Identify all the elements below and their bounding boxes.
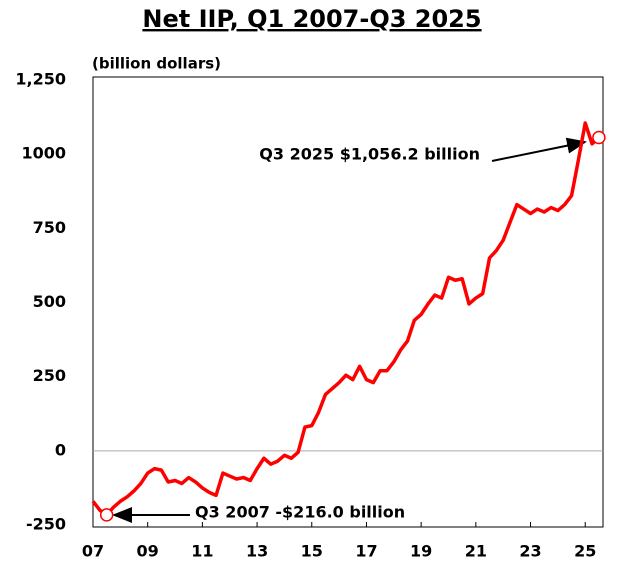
x-tick-label: 15	[301, 542, 323, 561]
x-tick-label: 23	[519, 542, 541, 561]
x-tick-label: 21	[465, 542, 487, 561]
y-tick-label: -250	[26, 515, 66, 534]
x-tick-label: 25	[574, 542, 596, 561]
x-tick-label: 09	[137, 542, 159, 561]
x-tick-label: 17	[355, 542, 377, 561]
annotation-arrow	[491, 137, 587, 162]
y-tick-label: 750	[33, 218, 66, 237]
y-tick-label: 0	[55, 440, 66, 459]
annotation: Q3 2007 -$216.0 billion	[195, 503, 405, 522]
y-tick-label: 500	[33, 292, 66, 311]
y-tick-label: 250	[33, 366, 66, 385]
y-tick-label: 1,250	[15, 70, 66, 89]
annotation: Q3 2025 $1,056.2 billion	[259, 145, 480, 164]
x-tick-label: 07	[82, 542, 104, 561]
x-tick-label: 11	[191, 542, 213, 561]
data-line	[91, 121, 601, 517]
plot-frame	[92, 76, 604, 528]
y-tick-label: 1000	[21, 144, 66, 163]
chart-title: Net IIP, Q1 2007-Q3 2025	[142, 5, 481, 33]
highlight-point	[592, 130, 606, 145]
highlight-point	[99, 508, 114, 522]
x-tick-label: 13	[246, 542, 268, 561]
y-axis-label: (billion dollars)	[92, 55, 221, 73]
x-tick-label: 19	[410, 542, 432, 561]
